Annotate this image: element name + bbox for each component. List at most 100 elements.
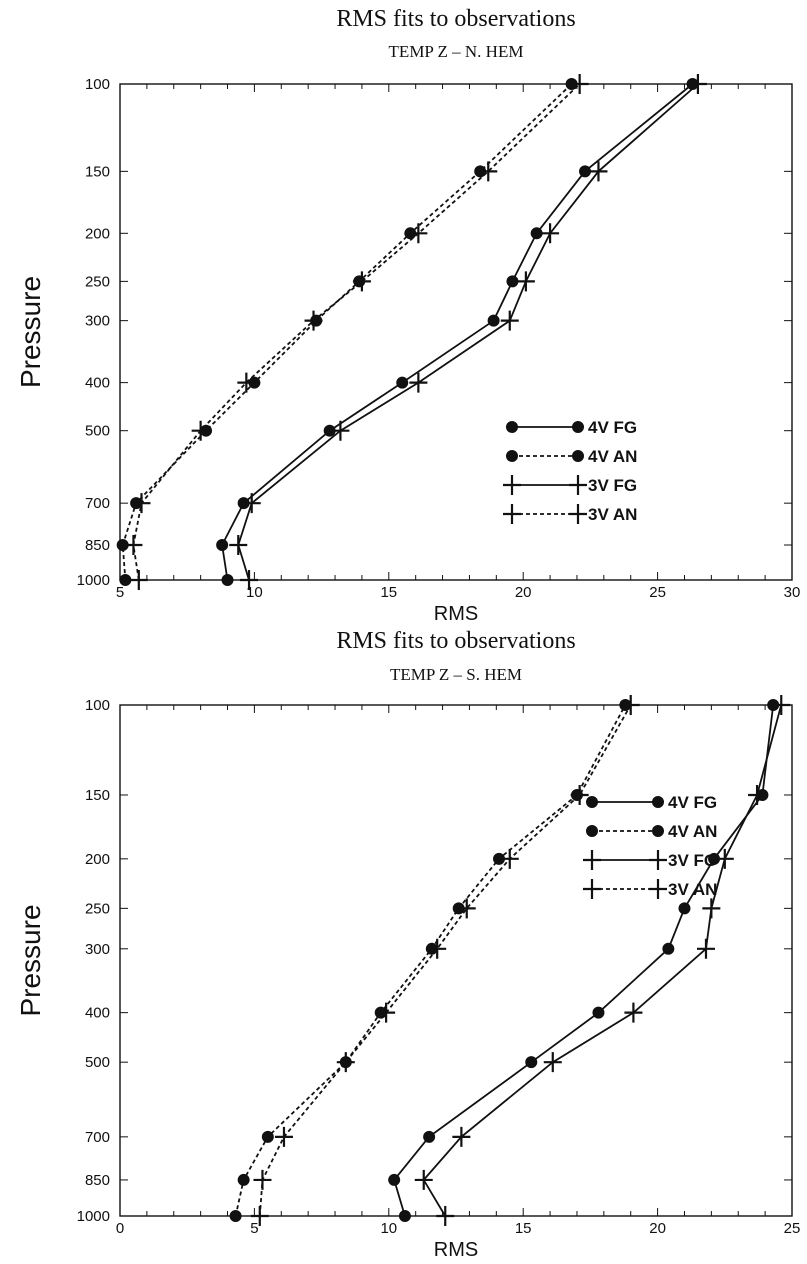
point-plus-marker (129, 570, 148, 590)
y-tick-label: 400 (85, 1005, 110, 1022)
series-line (132, 83, 581, 581)
legend-marker (503, 475, 521, 495)
y-tick-label: 500 (85, 1054, 110, 1071)
legend-marker (506, 421, 518, 433)
point-circle-marker (530, 227, 543, 240)
series-line (422, 704, 783, 1217)
y-axis-label: Pressure (15, 276, 46, 388)
point-plus-marker (409, 372, 428, 393)
point-circle-marker (119, 574, 132, 586)
y-tick-label: 850 (85, 537, 110, 554)
point-circle-marker (388, 1173, 401, 1186)
point-plus-marker (242, 493, 261, 514)
legend-label: 4V AN (668, 822, 717, 841)
point-circle-marker (678, 902, 691, 915)
series-3v-fg (229, 74, 707, 590)
y-tick-label: 250 (85, 273, 110, 290)
series-3v-an (250, 695, 640, 1226)
y-tick-label: 150 (85, 163, 110, 180)
legend-label: 3V AN (668, 880, 717, 899)
point-plus-marker (336, 1052, 355, 1073)
chart-title: RMS fits to observations (336, 628, 575, 654)
legend-label: 3V FG (588, 476, 637, 495)
chart-subtitle: TEMP Z – N. HEM (389, 42, 524, 61)
point-plus-marker (688, 74, 707, 94)
y-tick-label: 700 (85, 1129, 110, 1146)
point-plus-marker (541, 223, 560, 244)
x-tick-label: 10 (380, 1220, 397, 1237)
point-plus-marker (500, 310, 519, 331)
point-plus-marker (250, 1206, 269, 1226)
point-plus-marker (253, 1169, 272, 1190)
point-circle-marker (221, 574, 234, 586)
point-circle-marker (506, 275, 519, 288)
legend-label: 3V FG (668, 851, 717, 870)
x-axis-label: RMS (434, 603, 478, 625)
series-3v-fg (414, 695, 791, 1226)
point-plus-marker (500, 848, 519, 869)
chart-subtitle: TEMP Z – S. HEM (390, 665, 522, 684)
point-plus-marker (516, 271, 535, 292)
point-plus-marker (240, 570, 259, 590)
point-plus-marker (715, 848, 734, 869)
point-plus-marker (696, 938, 715, 959)
y-tick-label: 200 (85, 851, 110, 868)
point-circle-marker (525, 1056, 538, 1069)
point-plus-marker (331, 420, 350, 441)
y-tick-label: 850 (85, 1172, 110, 1189)
point-circle-marker (662, 942, 675, 955)
x-tick-label: 30 (784, 584, 801, 601)
point-plus-marker (274, 1126, 293, 1147)
point-circle-marker (487, 314, 500, 327)
plot-frame (119, 704, 793, 1217)
point-plus-marker (229, 534, 248, 555)
y-tick-label: 300 (85, 941, 110, 958)
x-tick-label: 25 (784, 1220, 801, 1237)
point-circle-marker (229, 1210, 242, 1222)
point-plus-marker (479, 161, 498, 182)
point-plus-marker (457, 898, 476, 919)
chart-south-hemisphere: RMS fits to observations TEMP Z – S. HEM 0… (15, 628, 800, 1261)
legend-marker (569, 504, 587, 524)
x-tick-label: 5 (116, 584, 124, 601)
point-circle-marker (423, 1130, 436, 1143)
legend-label: 4V FG (668, 793, 717, 812)
point-plus-marker (748, 784, 767, 805)
point-plus-marker (414, 1169, 433, 1190)
point-plus-marker (352, 271, 371, 292)
series-3v-an (124, 74, 589, 590)
point-plus-marker (589, 161, 608, 182)
point-plus-marker (624, 1002, 643, 1023)
chart-title: RMS fits to observations (336, 6, 575, 32)
point-plus-marker (191, 420, 210, 441)
plot-frame (119, 83, 793, 581)
series-line (237, 83, 699, 581)
series-line (221, 83, 694, 581)
y-tick-label: 200 (85, 225, 110, 242)
legend-marker (583, 850, 601, 870)
point-plus-marker (543, 1052, 562, 1073)
y-tick-label: 1000 (77, 1208, 110, 1225)
y-tick-label: 150 (85, 787, 110, 804)
series-line (393, 704, 775, 1217)
x-axis-label: RMS (434, 1239, 478, 1261)
y-tick-label: 300 (85, 313, 110, 330)
point-plus-marker (452, 1126, 471, 1147)
series-line (121, 83, 573, 581)
legend-label: 4V FG (588, 418, 637, 437)
point-plus-marker (304, 310, 323, 331)
point-plus-marker (124, 534, 143, 555)
legend-marker (586, 796, 598, 808)
x-tick-label: 20 (515, 584, 532, 601)
legend-marker (652, 796, 664, 808)
x-tick-label: 5 (250, 1220, 258, 1237)
y-tick-label: 700 (85, 495, 110, 512)
point-circle-marker (592, 1006, 605, 1019)
legend-marker (649, 879, 667, 899)
legend-marker (586, 825, 598, 837)
y-tick-label: 1000 (77, 572, 110, 589)
y-tick-label: 100 (85, 76, 110, 93)
y-tick-label: 500 (85, 423, 110, 440)
